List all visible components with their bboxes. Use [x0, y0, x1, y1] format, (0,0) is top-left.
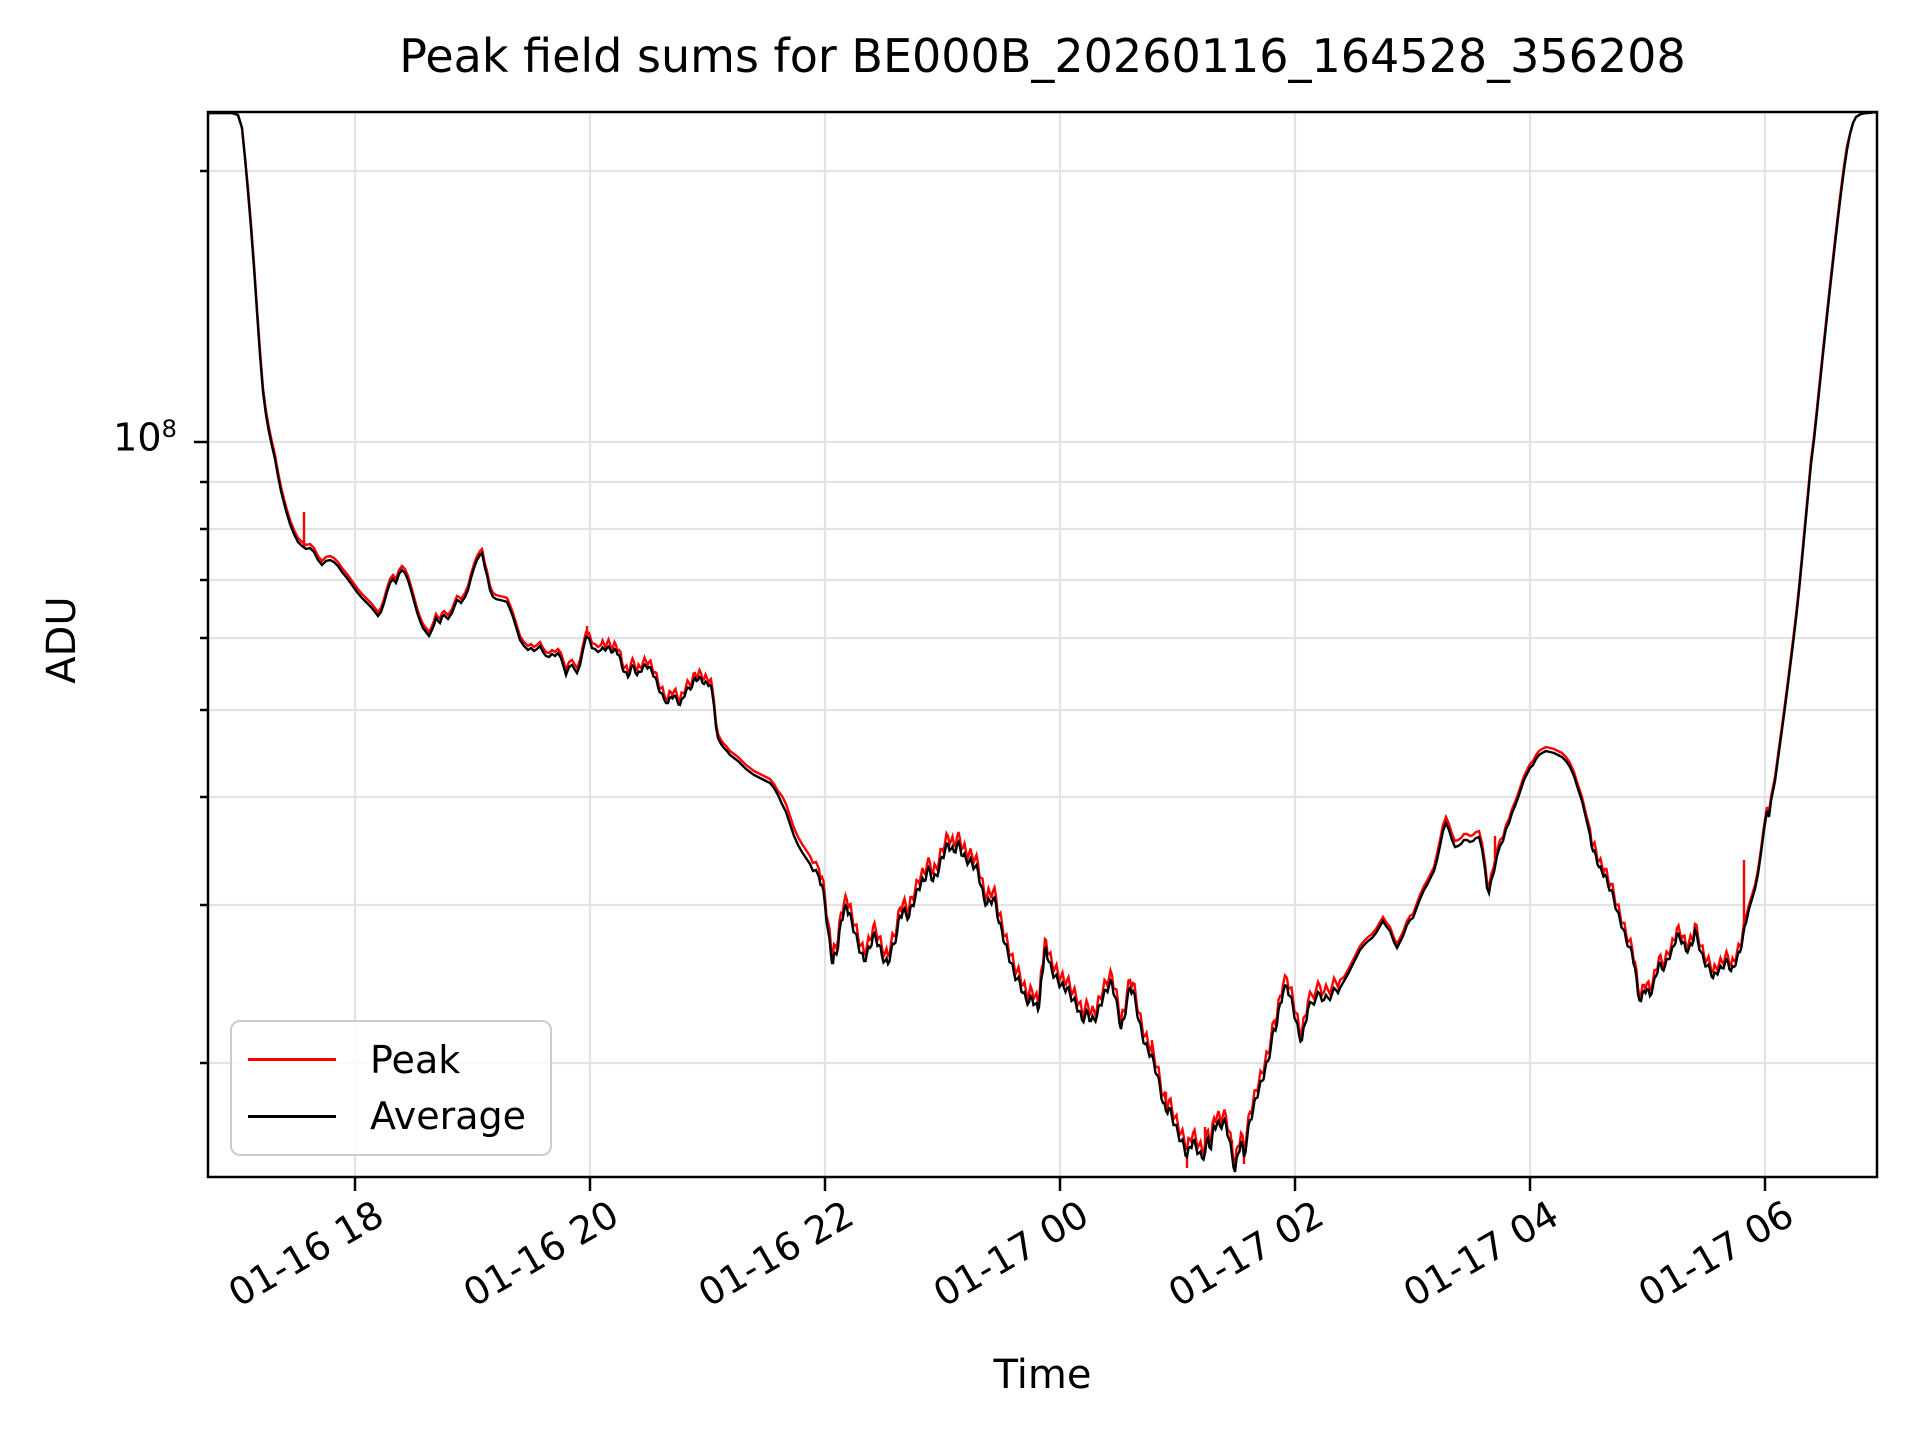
peak-line-swatch: [248, 1058, 336, 1062]
chart-title: Peak field sums for BE000B_20260116_1645…: [399, 29, 1686, 83]
y-tick-base: 10: [113, 415, 162, 460]
average-line: [208, 112, 1877, 1173]
plot-border: [206, 110, 1879, 1179]
y-tick-label-1e8: 108: [113, 414, 177, 460]
x-axis-label: Time: [993, 1352, 1092, 1398]
gridlines: [208, 112, 1877, 1177]
legend-row-peak: Peak: [248, 1041, 550, 1079]
average-line-swatch: [248, 1114, 336, 1118]
y-axis-label: ADU: [39, 596, 85, 684]
y-tick-exponent: 8: [161, 414, 177, 443]
curves: [208, 112, 1877, 1173]
legend: Peak Average: [230, 1020, 552, 1156]
legend-label-average: Average: [370, 1094, 527, 1139]
legend-label-peak: Peak: [370, 1037, 461, 1082]
axes-frame: [194, 110, 1879, 1191]
legend-row-average: Average: [248, 1097, 550, 1135]
